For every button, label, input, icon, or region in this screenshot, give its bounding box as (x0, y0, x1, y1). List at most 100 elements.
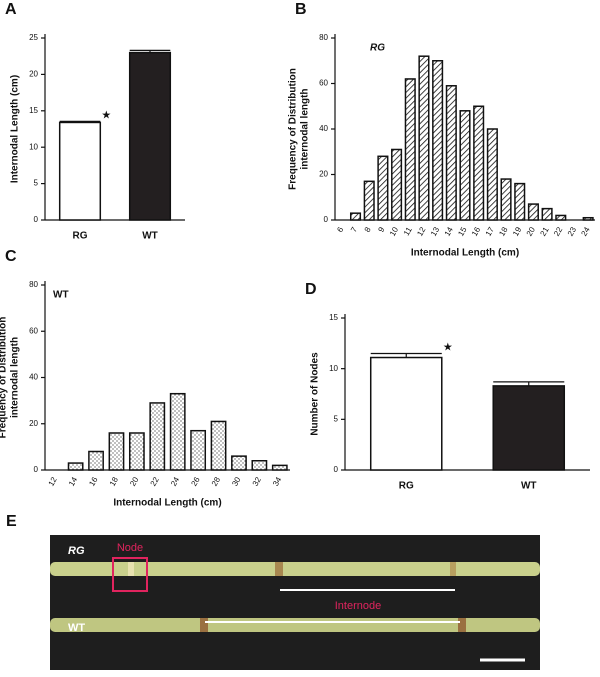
x-tick-label: 12 (47, 475, 60, 488)
y-tick-label: 40 (29, 373, 38, 382)
y-axis-label: Frequency of Distribution (0, 317, 9, 439)
x-tick-label: 16 (470, 225, 483, 238)
y-tick-label: 25 (29, 33, 38, 42)
chart-title: WT (53, 290, 69, 301)
bar (473, 105, 485, 221)
node (200, 618, 208, 632)
bar (231, 455, 247, 471)
panel-label: B (295, 1, 307, 18)
stalk (50, 562, 540, 576)
y-tick-label: 0 (34, 215, 39, 224)
bar (128, 432, 145, 471)
node (128, 562, 134, 576)
x-tick-label: 20 (525, 225, 538, 238)
bar (67, 462, 84, 471)
bar (190, 429, 207, 471)
bar (58, 121, 102, 221)
x-tick-label: 26 (189, 475, 202, 488)
x-tick-label: 16 (87, 475, 100, 488)
bar (210, 420, 227, 471)
bar (445, 85, 457, 221)
y-tick-label: 20 (319, 170, 328, 179)
bar (363, 180, 375, 221)
bar (391, 148, 403, 221)
bar (492, 385, 566, 471)
x-tick-label: 14 (443, 225, 456, 238)
y-tick-label: 0 (324, 215, 329, 224)
y-axis-label: Internodal Length (cm) (10, 75, 21, 183)
y-axis-label: Frequency of Distribution (288, 68, 299, 190)
y-tick-label: 40 (319, 124, 328, 133)
panel-label: C (5, 248, 17, 265)
x-tick-label: 8 (363, 225, 373, 234)
bar (88, 450, 104, 471)
panel-label: A (5, 1, 17, 18)
x-tick-label: 19 (511, 225, 524, 238)
x-tick-label: 22 (149, 475, 162, 488)
x-tick-label: 30 (230, 475, 243, 488)
y-axis-label: internodal length (300, 88, 311, 169)
x-tick-label: 23 (566, 225, 579, 238)
x-tick-label: 12 (415, 225, 428, 238)
stalk (50, 618, 540, 632)
x-tick-label: 10 (388, 225, 401, 238)
bar (514, 182, 526, 221)
x-tick-label: 6 (335, 225, 345, 234)
node-box (112, 557, 148, 592)
x-tick-label: 24 (579, 225, 592, 238)
node (450, 562, 456, 576)
y-axis-label: Number of Nodes (310, 352, 321, 436)
x-tick-label: 13 (429, 225, 442, 238)
x-tick-label: 18 (108, 475, 121, 488)
photo-panel: E RG Node Internode WT (6, 513, 540, 670)
x-tick-label: WT (142, 231, 158, 242)
bar (486, 128, 498, 221)
y-tick-label: 5 (34, 179, 39, 188)
bar (377, 155, 389, 221)
y-tick-label: 0 (334, 465, 339, 474)
node (458, 618, 466, 632)
x-tick-label: 11 (402, 225, 414, 237)
x-tick-label: 21 (538, 225, 551, 238)
y-tick-label: 10 (329, 364, 338, 373)
bar (432, 60, 444, 221)
bar (271, 464, 288, 471)
photo-label: RG (68, 545, 85, 557)
photo-label: WT (68, 622, 85, 634)
y-tick-label: 10 (29, 142, 38, 151)
y-tick-label: 20 (29, 70, 38, 79)
bar (404, 78, 416, 221)
bar (149, 402, 166, 471)
y-tick-label: 60 (319, 79, 328, 88)
bar (169, 392, 186, 471)
bar (418, 55, 430, 221)
bar (541, 207, 553, 221)
y-tick-label: 60 (29, 326, 38, 335)
x-tick-label: 15 (456, 225, 469, 238)
y-tick-label: 0 (34, 465, 39, 474)
chart-title: RG (370, 43, 385, 54)
bar (500, 178, 512, 221)
annotation: ★ (443, 341, 453, 353)
x-tick-label: 7 (349, 225, 359, 234)
x-tick-label: 32 (251, 475, 264, 488)
y-tick-label: 15 (29, 106, 38, 115)
y-axis-label: internodal length (10, 337, 21, 418)
bar (251, 460, 268, 471)
x-tick-label: 17 (484, 225, 497, 238)
bar (555, 214, 567, 221)
x-tick-label: 34 (271, 475, 284, 488)
node (275, 562, 283, 576)
x-tick-label: 24 (169, 475, 182, 488)
x-tick-label: RG (399, 481, 414, 492)
x-tick-label: 20 (128, 475, 141, 488)
photo-background (50, 535, 540, 670)
bar (128, 51, 172, 221)
y-tick-label: 80 (319, 33, 328, 42)
x-tick-label: RG (73, 231, 88, 242)
bar (459, 110, 471, 221)
x-tick-label: 28 (210, 475, 223, 488)
bar (108, 432, 125, 471)
